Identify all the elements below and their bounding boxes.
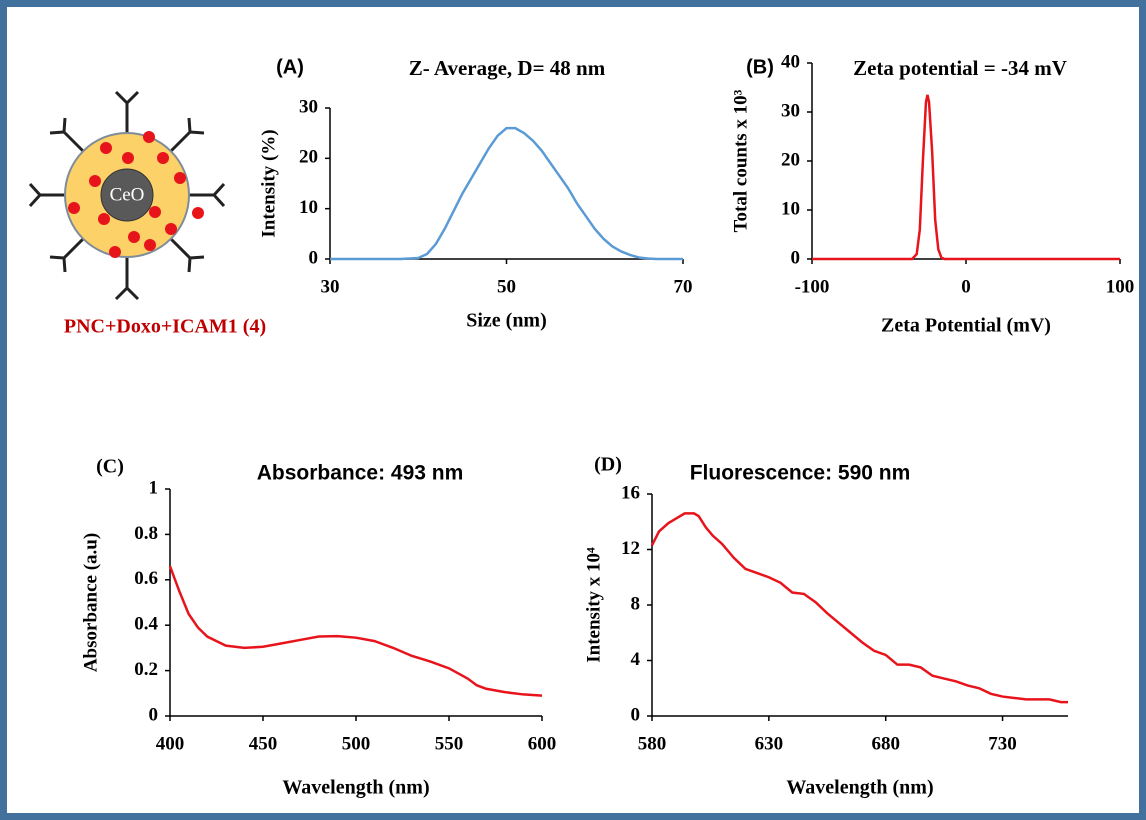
y-tick-label: 40	[781, 51, 800, 72]
nanoparticle-diagram	[28, 90, 226, 301]
panel-label: (B)	[746, 56, 774, 78]
y-tick-label: 10	[299, 197, 318, 218]
x-tick-label: 450	[249, 733, 278, 754]
x-tick-label: 50	[497, 276, 516, 297]
x-tick-label: 500	[342, 733, 371, 754]
panel-label: (D)	[594, 454, 622, 476]
x-tick-label: 730	[988, 733, 1017, 754]
x-tick-label: 580	[638, 733, 667, 754]
core	[100, 168, 154, 222]
x-tick-label: 100	[1106, 276, 1135, 297]
x-tick-label: 680	[871, 733, 900, 754]
x-axis-label: Wavelength (nm)	[786, 777, 933, 799]
y-axis-label: Intensity (%)	[258, 129, 279, 237]
panel-label: (C)	[96, 456, 124, 478]
x-tick-label: -100	[795, 276, 830, 297]
y-tick-label: 0	[631, 704, 641, 725]
y-axis-label: Total counts x 10³	[730, 89, 751, 232]
x-tick-label: 630	[755, 733, 784, 754]
y-tick-label: 20	[781, 149, 800, 170]
chart-title: Zeta potential = -34 mV	[853, 56, 1067, 80]
y-tick-label: 0.2	[134, 659, 158, 680]
x-tick-label: 70	[674, 276, 693, 297]
y-tick-label: 8	[631, 593, 641, 614]
y-tick-label: 0.8	[134, 523, 158, 544]
data-line	[812, 94, 1120, 261]
y-axis-label: Absorbance (a.u)	[80, 533, 101, 672]
diagram-caption: PNC+Doxo+ICAM1 (4)	[64, 316, 266, 338]
x-tick-label: 400	[156, 733, 185, 754]
y-tick-label: 16	[621, 482, 640, 503]
x-axis-label: Size (nm)	[466, 310, 547, 332]
y-tick-label: 30	[299, 96, 318, 117]
data-line	[650, 512, 1068, 704]
y-tick-label: 0	[309, 247, 319, 268]
y-tick-label: 10	[781, 198, 800, 219]
y-tick-label: 12	[621, 538, 640, 559]
core-label: CeO	[110, 184, 145, 205]
x-axis-label: Wavelength (nm)	[282, 777, 429, 799]
y-tick-label: 0	[149, 704, 159, 725]
y-axis-label: Intensity x 10⁴	[583, 547, 604, 663]
x-axis-label: Zeta Potential (mV)	[881, 315, 1051, 337]
x-tick-label: 600	[528, 733, 557, 754]
y-tick-label: 20	[299, 147, 318, 168]
y-tick-label: 1	[149, 477, 159, 498]
y-tick-label: 0	[791, 247, 801, 268]
x-tick-label: 30	[321, 276, 340, 297]
chart-title: Fluorescence: 590 nm	[690, 462, 911, 485]
chart-title: Z- Average, D= 48 nm	[409, 56, 606, 80]
x-tick-label: 0	[961, 276, 971, 297]
y-tick-label: 0.4	[134, 614, 158, 635]
chart-title: Absorbance: 493 nm	[257, 462, 464, 485]
y-tick-label: 30	[781, 100, 800, 121]
y-tick-label: 0.6	[134, 568, 158, 589]
x-tick-label: 550	[435, 733, 464, 754]
data-line	[330, 126, 683, 261]
y-tick-label: 4	[631, 649, 641, 670]
data-line	[168, 565, 543, 697]
drug-dots	[68, 131, 204, 258]
panel-label: (A)	[276, 56, 304, 78]
